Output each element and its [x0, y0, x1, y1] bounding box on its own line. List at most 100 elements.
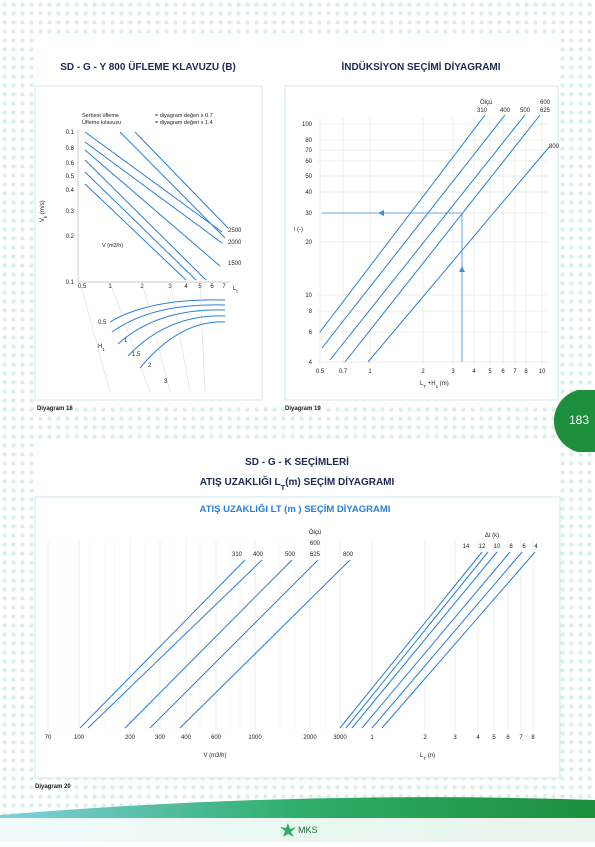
size-line [179, 559, 351, 729]
fan-curve [111, 304, 226, 333]
guide-line [134, 131, 229, 229]
y-axis-label: i (-) [294, 227, 303, 233]
perspective-line [109, 281, 151, 393]
perspective-line [141, 281, 171, 393]
y-tick-label: 20 [305, 240, 312, 246]
x-tick-label: 1 [370, 735, 374, 741]
dt-line [381, 551, 536, 729]
y-tick-label: 8 [309, 309, 313, 315]
size-line [149, 559, 319, 729]
section-subheading: ATIŞ UZAKLIĞI LT(m) SEÇİM DİYAGRAMI [200, 475, 395, 492]
page-tab [553, 390, 595, 452]
y-tick-label: 10 [305, 293, 312, 299]
size-line [319, 114, 486, 333]
x-axis-label-part: +H [426, 381, 436, 387]
y-tick-label: 0.6 [66, 161, 75, 167]
size-line [87, 559, 263, 729]
guide-line [119, 131, 226, 239]
size-value: 625 [540, 108, 551, 114]
x-tick-label: 3 [168, 284, 172, 290]
x-tick-label: 4 [476, 735, 480, 741]
x-tick-label: 600 [211, 735, 222, 741]
logo-mark [280, 823, 296, 837]
section-subheading-part: ATIŞ UZAKLIĞI L [200, 475, 281, 488]
y-tick-label: 50 [305, 174, 312, 180]
y-tick-label: 6 [309, 330, 313, 336]
y-tick-label: 0.2 [66, 234, 75, 240]
x-tick-label: 3 [451, 369, 455, 375]
x-axis-label-part: L [420, 753, 424, 759]
diagram20-title: ATIŞ UZAKLIĞI LT (m ) SEÇİM DİYAGRAMI [200, 503, 391, 515]
x-axis-label: V (m3/h) [203, 753, 226, 759]
h-axis-label-part: 1 [102, 347, 105, 352]
section-subheading-part: T [281, 483, 286, 492]
x-axis-label: LT (n) [420, 753, 435, 761]
x-tick-label: 70 [45, 735, 52, 741]
fan-curve [127, 315, 226, 357]
guide-line [84, 131, 223, 233]
perspective-line [79, 281, 111, 393]
size-value: 310 [477, 108, 488, 114]
footer-logo: MKS [298, 825, 318, 835]
size-line [79, 559, 246, 729]
flow-label-value: 2500 [228, 228, 242, 234]
note: Üfleme kılavuzu [82, 119, 121, 126]
x-axis-label-part: (m) [438, 381, 449, 387]
page-number: 183 [569, 413, 589, 427]
x-tick-label: 100 [74, 735, 85, 741]
arrow-head [378, 210, 384, 216]
h-axis-label: H1 [98, 344, 105, 352]
x-tick-label: 1000 [248, 735, 262, 741]
diagram19-caption: Diyagram 19 [285, 406, 321, 412]
size-line [367, 145, 551, 363]
size-value: 600 [310, 541, 321, 547]
guide-line [84, 183, 187, 281]
h-tick-label: 3 [164, 379, 168, 385]
size-value: 600 [540, 100, 551, 106]
x-tick-label: 3 [453, 735, 457, 741]
size-value: 310 [232, 552, 243, 558]
x-tick-label: 10 [539, 369, 546, 375]
x-tick-label: 0.5 [78, 284, 87, 290]
y-tick-label: 0.1 [66, 130, 75, 136]
h-axis-label-part: H [98, 344, 102, 350]
dt-line [371, 551, 523, 729]
diagram19-box [284, 85, 559, 401]
x-axis-label: Lt [233, 286, 238, 294]
size-value: 625 [310, 552, 321, 558]
size-line [344, 114, 541, 363]
dt-value: 4 [534, 544, 538, 550]
h-tick-label: 2 [148, 363, 152, 369]
y-tick-label: 0.4 [66, 188, 75, 194]
diagram20-box [34, 496, 561, 779]
section-heading: SD - G - K SEÇİMLERİ [245, 455, 349, 468]
perspective-line [199, 281, 206, 393]
dt-value: 10 [494, 544, 501, 550]
size-line [329, 114, 526, 361]
guide-line [84, 141, 223, 244]
size-line [321, 114, 506, 349]
x-tick-label: 5 [488, 369, 492, 375]
x-axis-label-part: t [236, 289, 238, 294]
flow-label: V (m3/h) [102, 243, 123, 249]
x-tick-label: 6 [501, 369, 505, 375]
y-tick-label: 0.3 [66, 209, 75, 215]
size-value: 400 [253, 552, 264, 558]
h-tick-label: 1 [124, 338, 128, 344]
x-tick-label: 2 [140, 284, 144, 290]
size-label: Ölçü [480, 99, 492, 106]
y-tick-label: 0.8 [66, 146, 75, 152]
footer-band [0, 818, 595, 842]
size-label: Ölçü [309, 529, 321, 536]
size-line [124, 559, 293, 729]
y-axis-label-part: k [43, 215, 48, 218]
guide-line [84, 159, 207, 281]
y-tick-label: 60 [305, 159, 312, 165]
perspective-line [169, 281, 191, 393]
x-tick-label: 8 [531, 735, 535, 741]
x-tick-label: 3000 [333, 735, 347, 741]
x-tick-label: 300 [155, 735, 166, 741]
note: = diyagram değeri x 1.4 [155, 120, 213, 126]
size-value: 400 [500, 108, 511, 114]
